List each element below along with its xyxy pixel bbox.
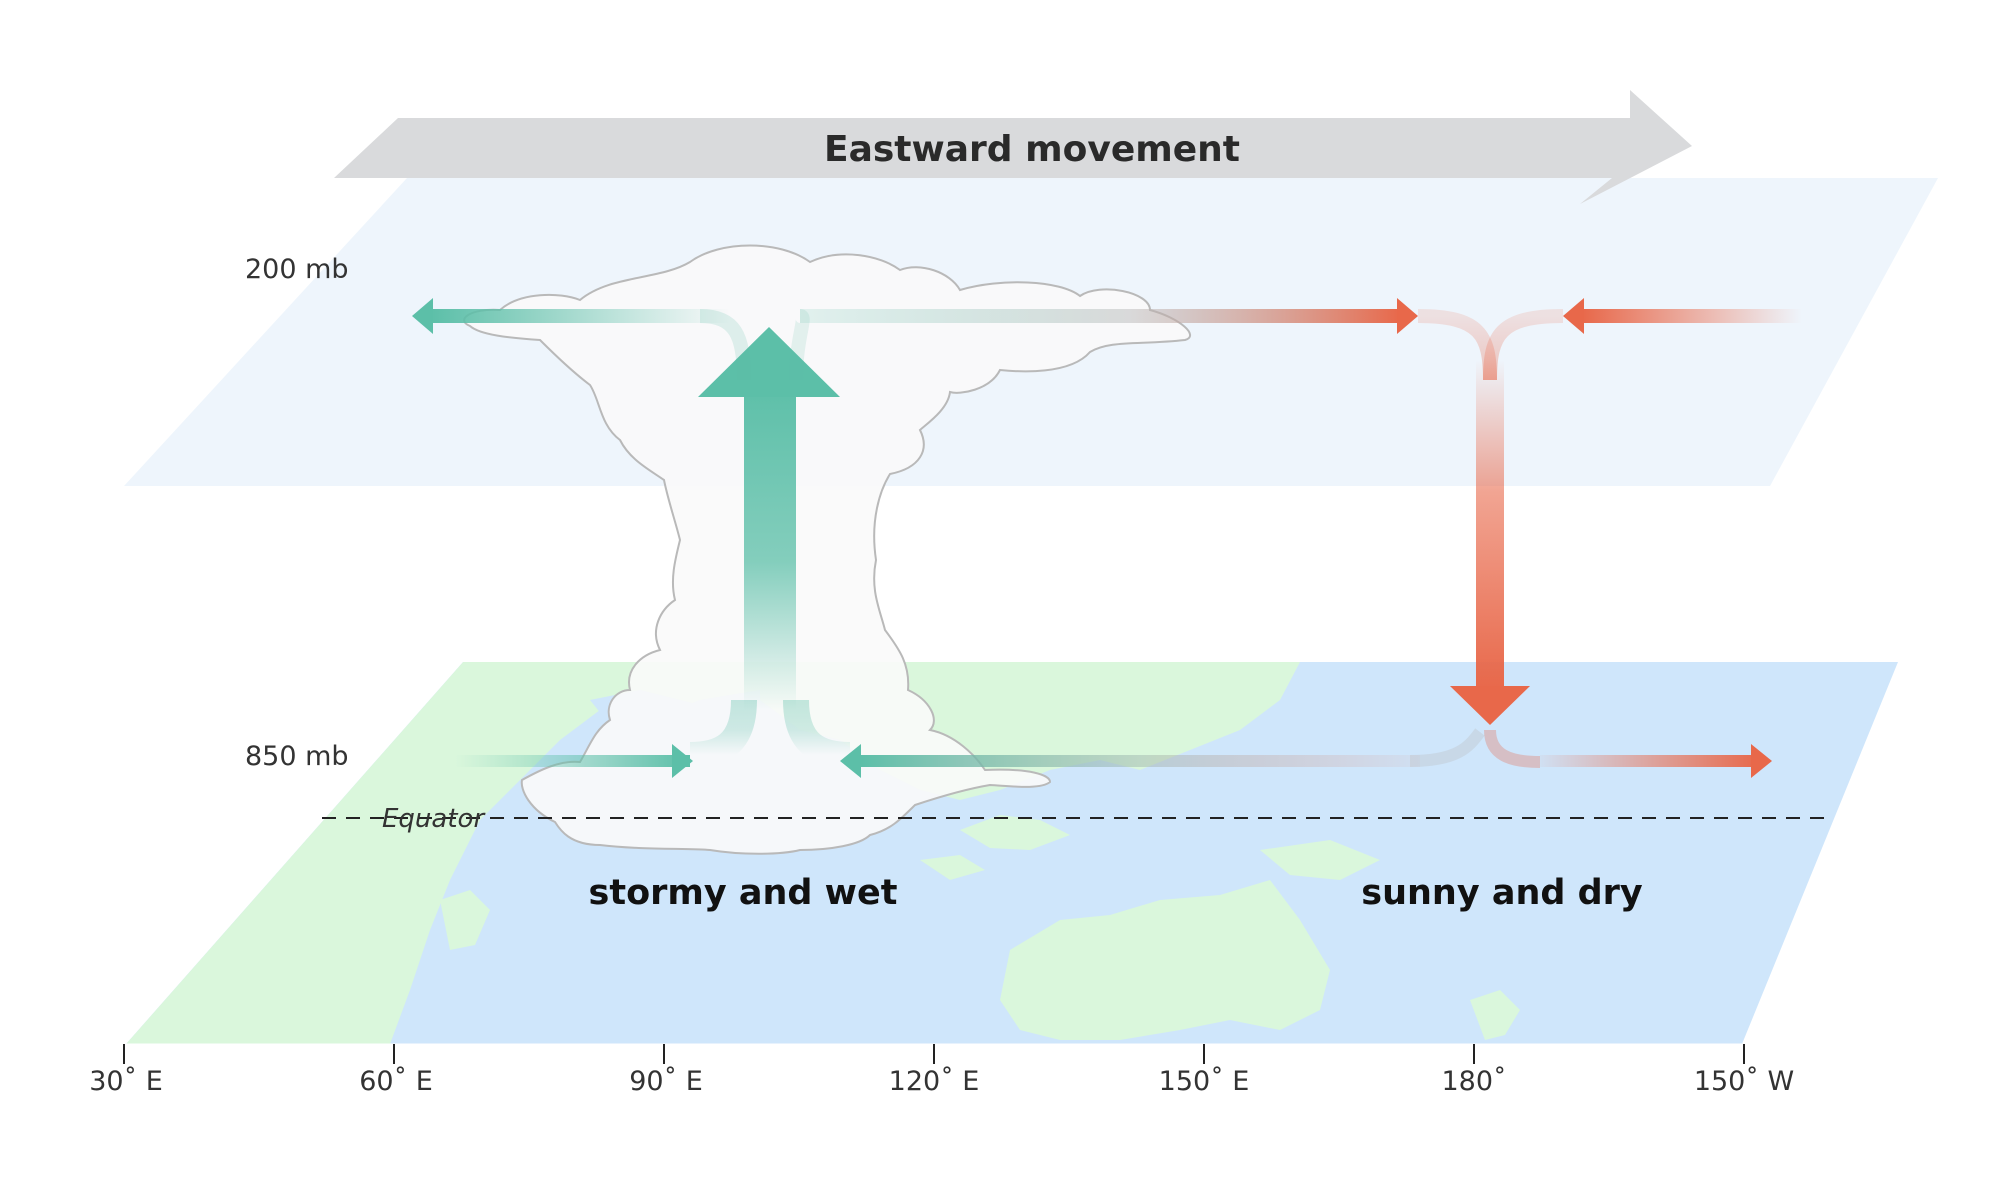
tick-label-180: 180˚ (1441, 1066, 1506, 1097)
equator-label: Equator (382, 804, 486, 834)
tick-label-30e: 30˚ E (89, 1066, 163, 1097)
longitude-axis: 30˚ E 60˚ E 90˚ E 120˚ E 150˚ E 180˚ 150… (89, 1043, 1794, 1097)
lower-divergence-east-arrow (1540, 744, 1772, 778)
subsidence-arrow (1417, 309, 1564, 768)
upper-divergence-right-arrow (800, 298, 1418, 334)
level-label-200mb: 200 mb (245, 254, 349, 285)
upper-divergence-left-arrow (412, 298, 730, 334)
lower-map-plane (126, 662, 1898, 1044)
region-label-stormy: stormy and wet (589, 873, 898, 913)
level-label-850mb: 850 mb (245, 741, 349, 772)
lower-convergence-west-arrow (455, 744, 693, 778)
tick-label-150e: 150˚ E (1159, 1066, 1250, 1097)
storm-cloud (463, 244, 1192, 855)
tick-label-90e: 90˚ E (629, 1066, 703, 1097)
lower-convergence-east-arrow (840, 728, 1485, 778)
upper-flow-curve-right (789, 309, 810, 381)
upper-flow-curve-left (699, 309, 751, 381)
tick-label-120e: 120˚ E (889, 1066, 980, 1097)
eastward-movement-label: Eastward movement (824, 129, 1240, 170)
upper-convergence-east-arrow (1563, 298, 1802, 334)
tick-label-60e: 60˚ E (359, 1066, 433, 1097)
tick-label-150w: 150˚ W (1694, 1066, 1794, 1097)
region-label-sunny: sunny and dry (1361, 873, 1643, 913)
eastward-movement-arrow: Eastward movement (334, 90, 1692, 204)
updraft-arrow (689, 327, 851, 768)
